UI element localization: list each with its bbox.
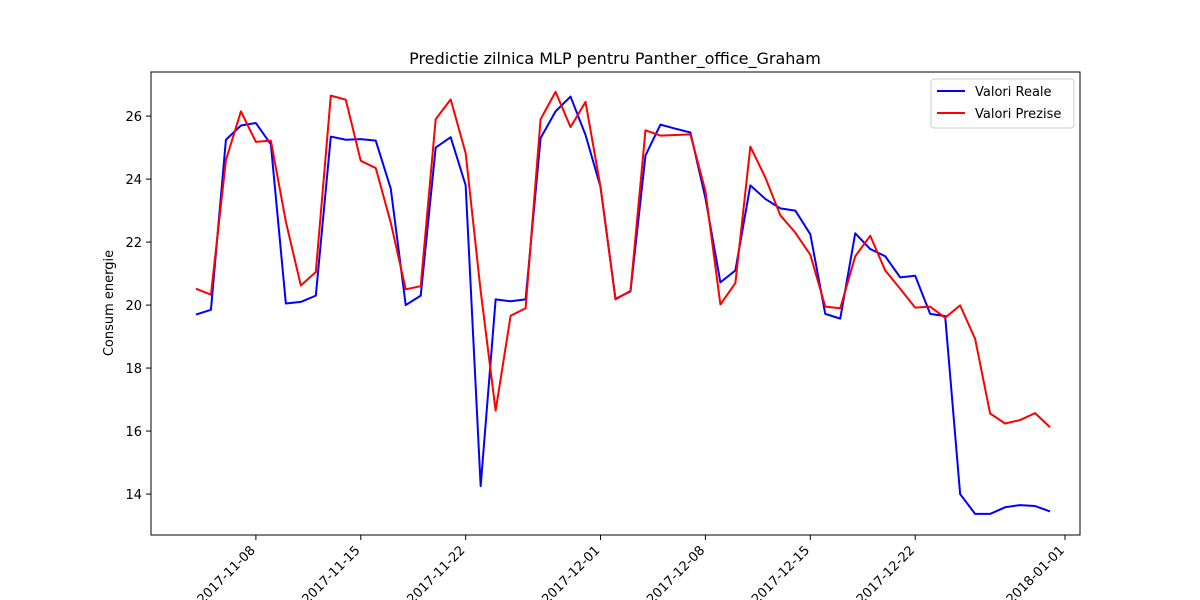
legend-label: Valori Reale bbox=[975, 85, 1052, 100]
y-tick-label: 26 bbox=[125, 110, 142, 125]
y-tick-label: 14 bbox=[125, 488, 142, 503]
y-tick-label: 20 bbox=[125, 299, 142, 314]
series-layer bbox=[195, 90, 1051, 515]
y-tick-label: 16 bbox=[125, 425, 142, 440]
y-tick-label: 24 bbox=[125, 173, 142, 188]
series-line-valori-prezise bbox=[195, 90, 1051, 429]
legend-label: Valori Prezise bbox=[975, 107, 1061, 122]
y-axis-label: Consum energie bbox=[102, 250, 117, 356]
plot-frame bbox=[150, 71, 1081, 536]
y-tick-label: 18 bbox=[125, 362, 142, 377]
legend: Valori Reale Valori Prezise bbox=[930, 78, 1075, 129]
y-tick-label: 22 bbox=[125, 236, 142, 251]
chart-title: Predictie zilnica MLP pentru Panther_off… bbox=[409, 49, 821, 69]
legend-box bbox=[930, 78, 1075, 129]
